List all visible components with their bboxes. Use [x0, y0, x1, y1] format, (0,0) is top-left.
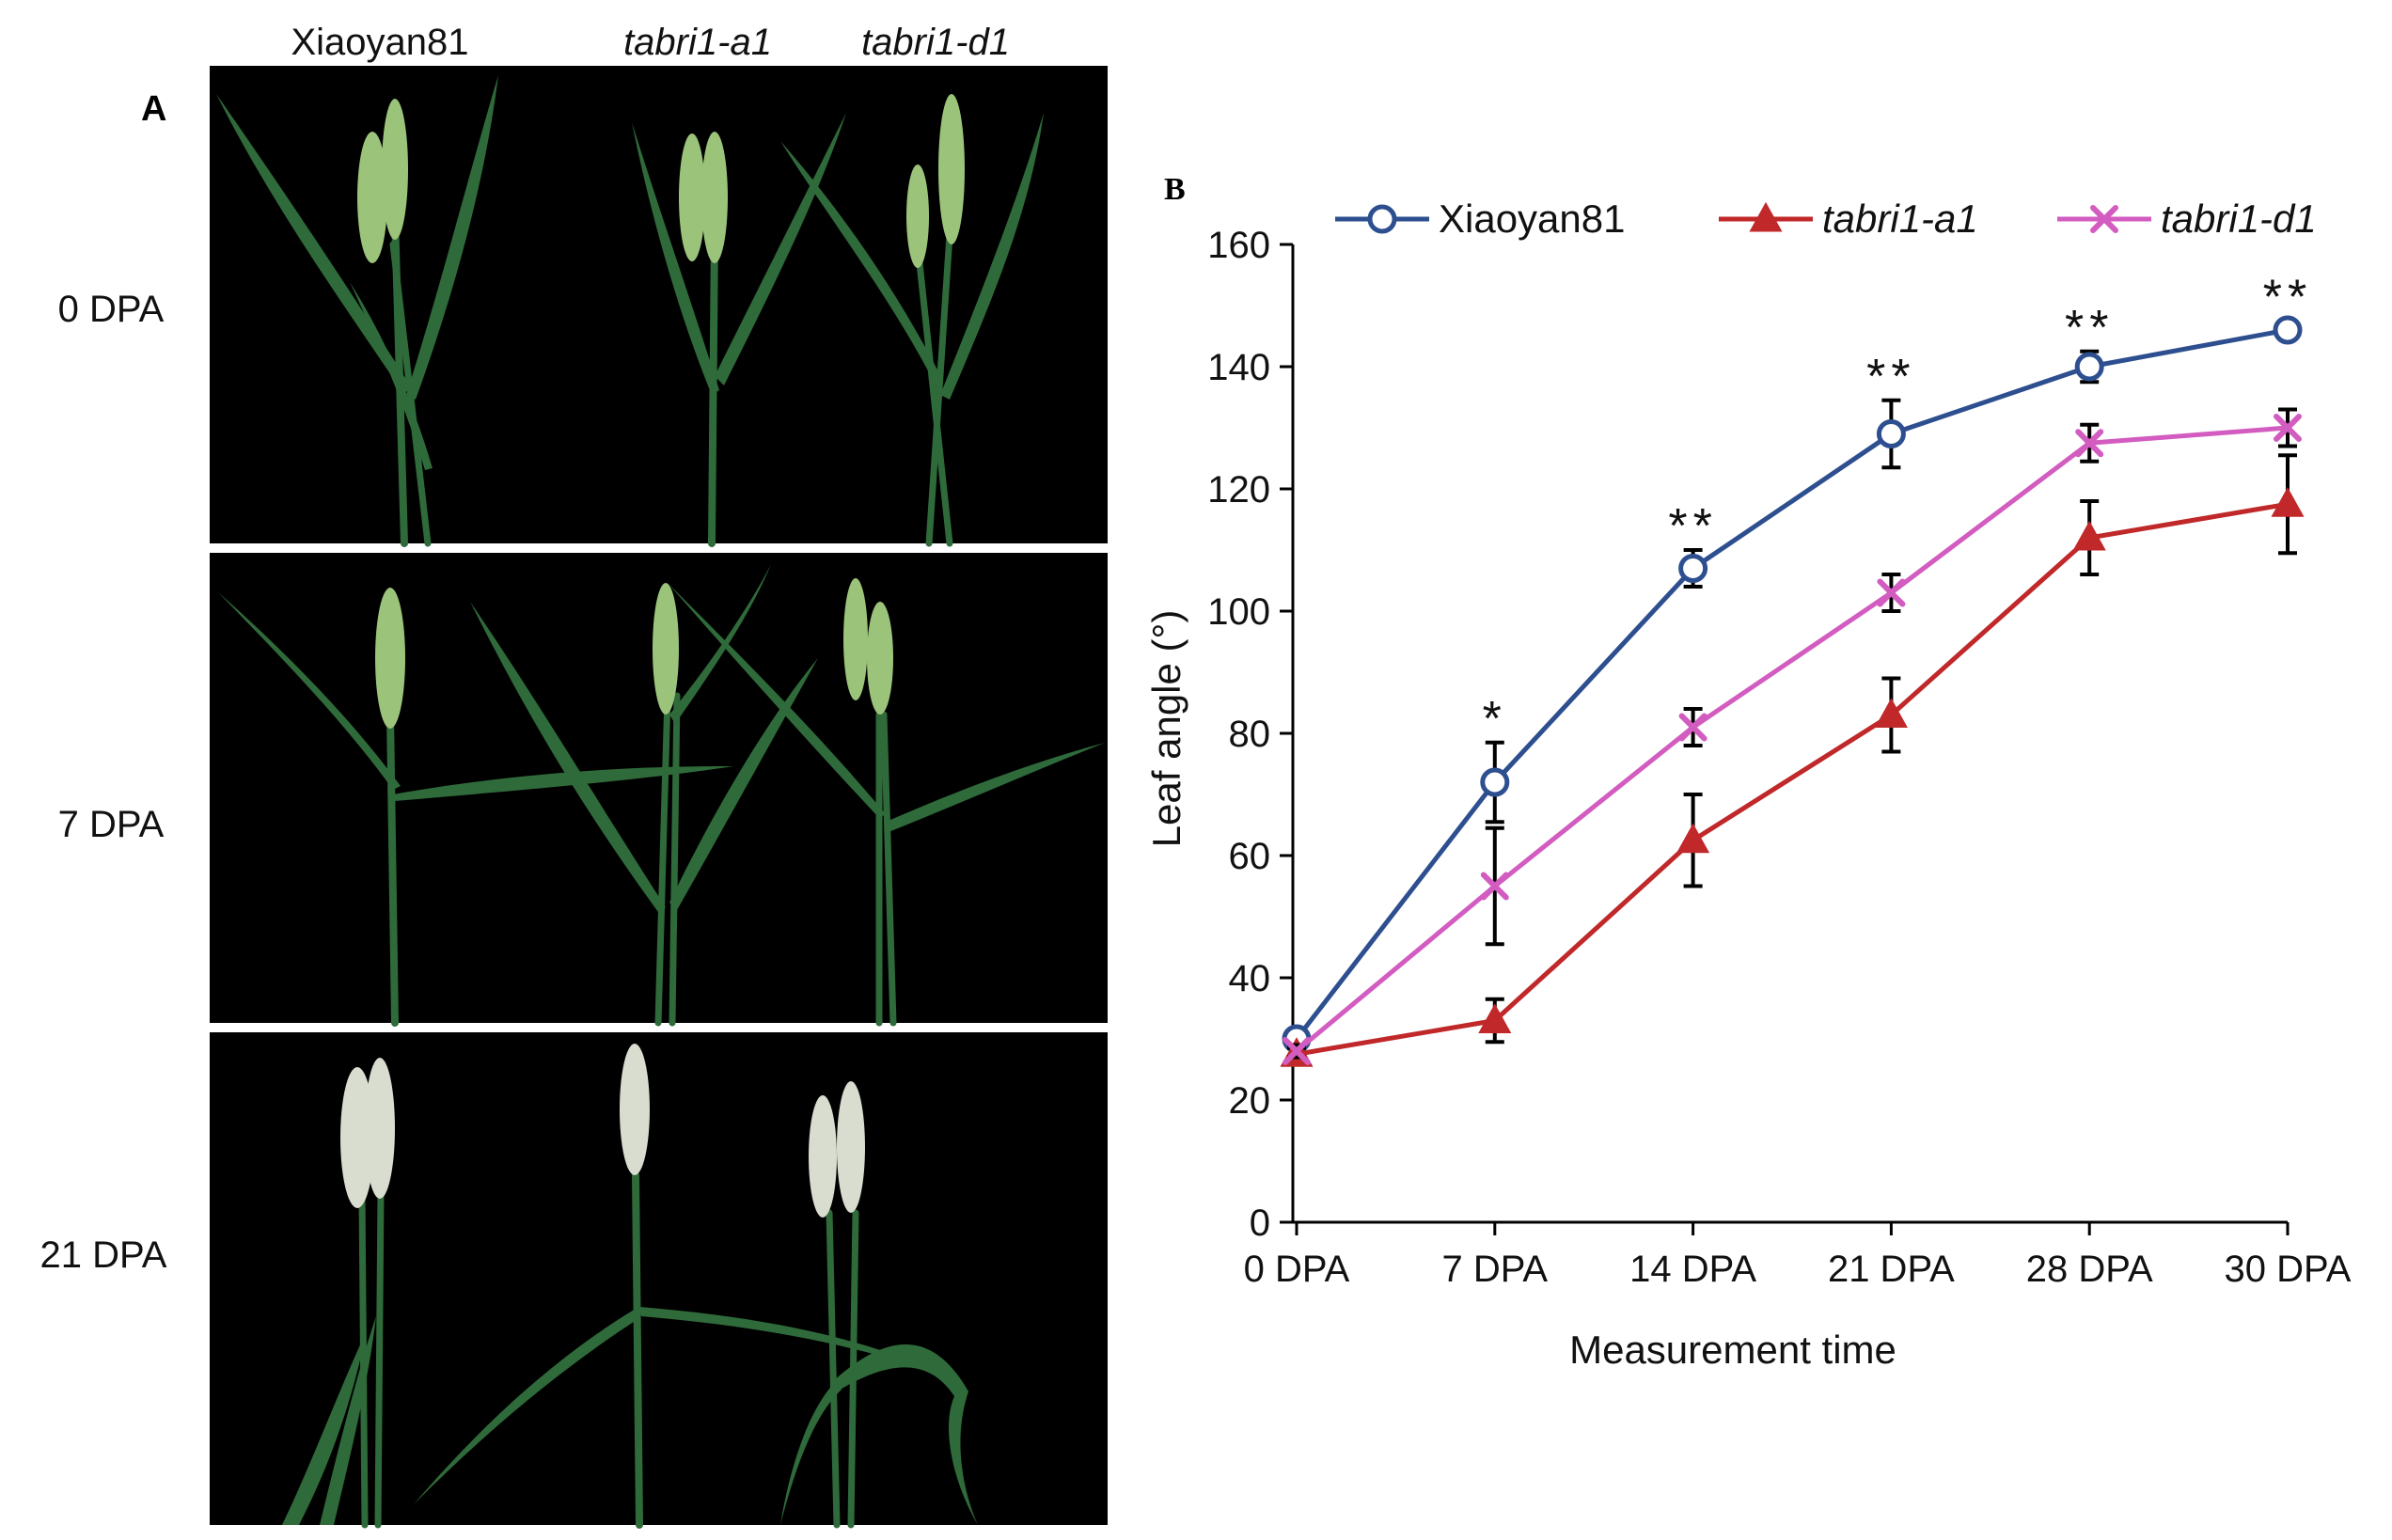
row-label-7-dpa: 7 DPA — [58, 804, 165, 845]
legend-label: Xiaoyan81 — [1439, 196, 1626, 241]
legend-marker — [2090, 205, 2118, 233]
legend-item: tabri1-d1 — [2057, 196, 2317, 241]
x-tick-label: 21 DPA — [1828, 1249, 1955, 1290]
chart-axes: 0 20 40 60 80 100 120 140 160 0 DPA 7 DPA 14 DPA 21 … — [1207, 225, 2352, 1290]
y-tick-label: 40 — [1229, 958, 1271, 999]
column-label-xiaoyan81: Xiaoyan81 — [291, 22, 468, 63]
panel-a-photos: A Xiaoyan81 tabri1-a1 tabri1-d1 0 DPA 7 … — [40, 22, 1108, 1529]
panel-b-chart: B Xiaoyan81 tabri1-a1 tabri1-d1 0 20 40 60 80 1… — [1144, 172, 2352, 1372]
y-tick-label: 120 — [1207, 469, 1270, 511]
y-tick-label: 100 — [1207, 591, 1270, 633]
significance-label: * — [1483, 692, 1507, 746]
row-label-0-dpa: 0 DPA — [58, 289, 165, 330]
data-point — [1480, 767, 1510, 797]
x-tick-label: 0 DPA — [1244, 1249, 1350, 1290]
x-axis-label: Measurement time — [1569, 1328, 1896, 1372]
data-point — [1676, 823, 1710, 854]
series-line — [1296, 501, 2289, 1057]
series-line — [1295, 425, 2289, 1053]
photo-21-dpa — [210, 1032, 1108, 1529]
data-point — [1480, 872, 1509, 901]
data-point — [2271, 487, 2305, 517]
data-point — [1283, 1037, 1311, 1065]
panel-b-letter: B — [1164, 172, 1186, 207]
column-label-tabri1-a1: tabri1-a1 — [623, 22, 772, 63]
y-tick-label: 20 — [1229, 1080, 1271, 1122]
significance-label: ** — [1866, 350, 1915, 404]
legend-item: tabri1-a1 — [1719, 196, 1978, 241]
data-point — [2072, 520, 2106, 551]
legend-item: Xiaoyan81 — [1335, 196, 1626, 241]
x-tick-label: 28 DPA — [2026, 1249, 2153, 1290]
x-tick-label: 7 DPA — [1441, 1249, 1548, 1290]
significance-label: ** — [1668, 499, 1717, 554]
data-point — [2074, 352, 2104, 382]
chart-annotations: ********* — [1483, 270, 2312, 746]
data-point — [1678, 554, 1708, 583]
significance-label: ** — [2263, 270, 2312, 324]
data-point — [1478, 1003, 1512, 1033]
data-point — [2273, 315, 2303, 345]
series-tabri1-a1 — [1280, 453, 2305, 1067]
data-point — [1877, 578, 1906, 607]
data-point — [2274, 414, 2302, 442]
series-tabri1-d1 — [1283, 407, 2302, 1065]
x-tick-label: 14 DPA — [1629, 1249, 1756, 1290]
series-line — [1295, 327, 2289, 1041]
data-point — [2075, 429, 2104, 458]
chart-legend: Xiaoyan81 tabri1-a1 tabri1-d1 — [1335, 196, 2317, 241]
data-point — [1874, 698, 1908, 728]
legend-marker — [1749, 201, 1783, 232]
panel-a-letter: A — [141, 89, 166, 129]
series-Xiaoyan81 — [1282, 315, 2303, 1054]
photo-7-dpa — [210, 553, 1108, 1027]
y-tick-label: 160 — [1207, 225, 1270, 266]
chart-series — [1280, 315, 2305, 1067]
y-tick-label: 0 — [1250, 1202, 1270, 1244]
photo-0-dpa — [210, 66, 1108, 547]
x-tick-label: 30 DPA — [2225, 1249, 2352, 1290]
y-tick-label: 60 — [1229, 836, 1271, 877]
y-tick-label: 80 — [1229, 714, 1271, 755]
data-point — [1678, 713, 1707, 742]
row-label-21-dpa: 21 DPA — [40, 1234, 167, 1276]
legend-marker — [1367, 204, 1397, 234]
legend-label: tabri1-d1 — [2161, 196, 2317, 241]
legend-label: tabri1-a1 — [1822, 196, 1978, 241]
y-axis-label: Leaf angle (°) — [1144, 610, 1188, 848]
y-tick-label: 140 — [1207, 347, 1270, 388]
data-point — [1876, 419, 1906, 448]
column-label-tabri1-d1: tabri1-d1 — [861, 22, 1010, 63]
significance-label: ** — [2065, 301, 2114, 355]
